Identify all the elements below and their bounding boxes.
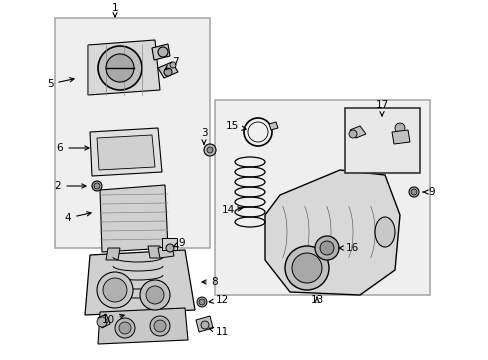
Circle shape <box>97 272 133 308</box>
Text: 1: 1 <box>111 3 118 17</box>
Bar <box>162 238 177 250</box>
Text: 3: 3 <box>200 128 207 144</box>
Circle shape <box>394 123 404 133</box>
Polygon shape <box>98 314 110 328</box>
Circle shape <box>163 68 172 76</box>
Polygon shape <box>97 135 155 170</box>
Circle shape <box>410 189 416 195</box>
Circle shape <box>98 46 142 90</box>
Circle shape <box>106 54 134 82</box>
Bar <box>345 108 419 173</box>
Text: 12: 12 <box>209 295 228 305</box>
Text: 6: 6 <box>57 143 89 153</box>
Polygon shape <box>268 122 278 130</box>
Bar <box>215 100 429 295</box>
Circle shape <box>348 130 356 138</box>
Text: 16: 16 <box>339 243 358 253</box>
Circle shape <box>103 278 127 302</box>
Polygon shape <box>90 128 162 176</box>
Polygon shape <box>85 250 195 315</box>
Polygon shape <box>264 170 399 295</box>
Circle shape <box>154 320 165 332</box>
Text: 15: 15 <box>225 121 245 131</box>
Text: 17: 17 <box>375 100 388 116</box>
Polygon shape <box>98 308 187 344</box>
Circle shape <box>94 183 100 189</box>
Text: 8: 8 <box>202 277 218 287</box>
Circle shape <box>140 280 170 310</box>
Circle shape <box>97 317 107 327</box>
Circle shape <box>285 246 328 290</box>
Circle shape <box>197 297 206 307</box>
Polygon shape <box>88 40 160 95</box>
Polygon shape <box>349 126 365 138</box>
Circle shape <box>314 236 338 260</box>
Polygon shape <box>152 44 170 60</box>
Circle shape <box>146 286 163 304</box>
Circle shape <box>150 316 170 336</box>
Circle shape <box>115 318 135 338</box>
Text: 7: 7 <box>165 57 178 69</box>
Polygon shape <box>106 248 120 260</box>
Text: 2: 2 <box>55 181 86 191</box>
Text: 9: 9 <box>173 238 185 248</box>
Text: 10: 10 <box>101 314 124 325</box>
Ellipse shape <box>374 217 394 247</box>
Circle shape <box>201 321 208 329</box>
Circle shape <box>206 147 213 153</box>
Circle shape <box>170 62 176 68</box>
Circle shape <box>203 144 216 156</box>
Circle shape <box>165 244 174 252</box>
Circle shape <box>408 187 418 197</box>
Polygon shape <box>148 246 162 258</box>
Text: 4: 4 <box>64 212 91 223</box>
Circle shape <box>92 181 102 191</box>
Circle shape <box>291 253 321 283</box>
Text: 14: 14 <box>221 205 242 215</box>
Polygon shape <box>100 185 168 252</box>
Bar <box>55 18 209 248</box>
Circle shape <box>319 241 333 255</box>
Circle shape <box>158 47 168 57</box>
Circle shape <box>199 299 204 305</box>
Polygon shape <box>158 246 174 258</box>
Text: 5: 5 <box>46 78 74 89</box>
Polygon shape <box>391 130 409 144</box>
Circle shape <box>119 322 131 334</box>
Text: 9: 9 <box>422 187 434 197</box>
Polygon shape <box>196 316 213 332</box>
Polygon shape <box>158 62 178 78</box>
Text: 11: 11 <box>209 327 228 337</box>
Text: 13: 13 <box>310 295 323 305</box>
